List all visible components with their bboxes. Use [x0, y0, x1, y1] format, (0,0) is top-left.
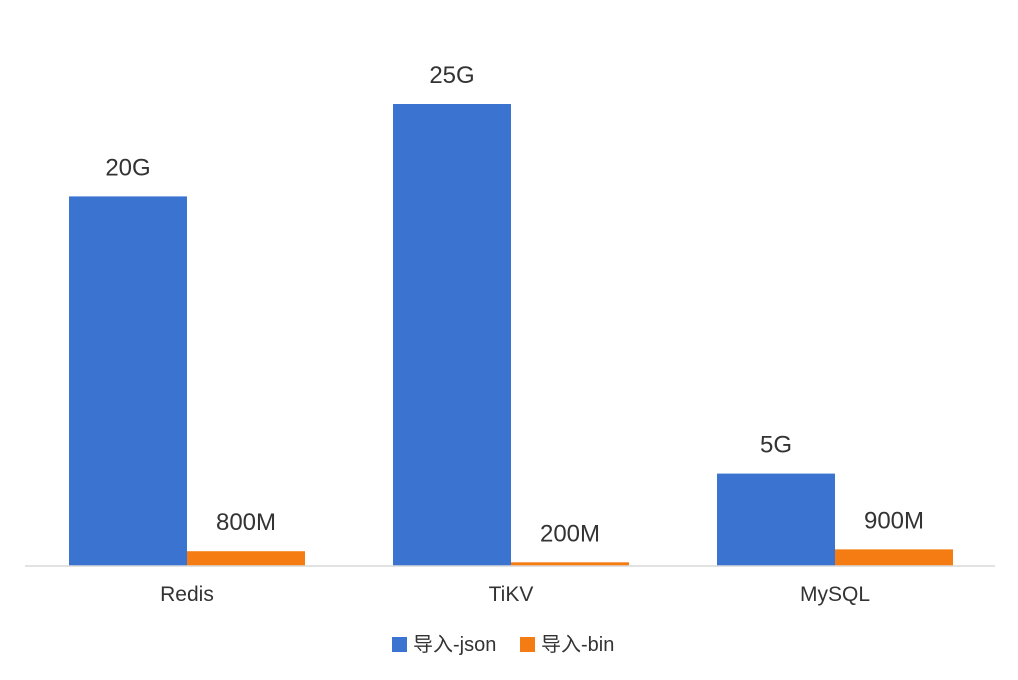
- data-label: 800M: [216, 509, 276, 536]
- x-tick-labels: Redis TiKV MySQL: [160, 583, 870, 606]
- legend-swatch: [392, 637, 407, 652]
- legend-swatch: [520, 637, 535, 652]
- x-tick-label: MySQL: [800, 583, 870, 606]
- bar-mysql-series-1: [717, 473, 835, 566]
- data-label: 25G: [429, 62, 474, 89]
- bar-mysql-series-2: [835, 549, 953, 566]
- bars-layer: [69, 104, 953, 566]
- bar-tikv-series-2: [511, 562, 629, 566]
- data-label: 5G: [760, 432, 792, 459]
- data-label: 900M: [864, 507, 924, 534]
- bar-redis-series-2: [187, 551, 305, 566]
- legend-label: 导入-bin: [541, 634, 614, 656]
- bar-tikv-series-1: [393, 104, 511, 566]
- data-label: 200M: [540, 520, 600, 547]
- x-tick-label: Redis: [160, 583, 214, 606]
- labels-layer: 20G 800M 25G 200M 5G 900M: [105, 62, 924, 547]
- legend-label: 导入-json: [413, 634, 496, 656]
- legend: 导入-json 导入-bin: [392, 634, 614, 656]
- bar-redis-series-1: [69, 196, 187, 566]
- data-label: 20G: [105, 154, 150, 181]
- x-tick-label: TiKV: [489, 583, 534, 606]
